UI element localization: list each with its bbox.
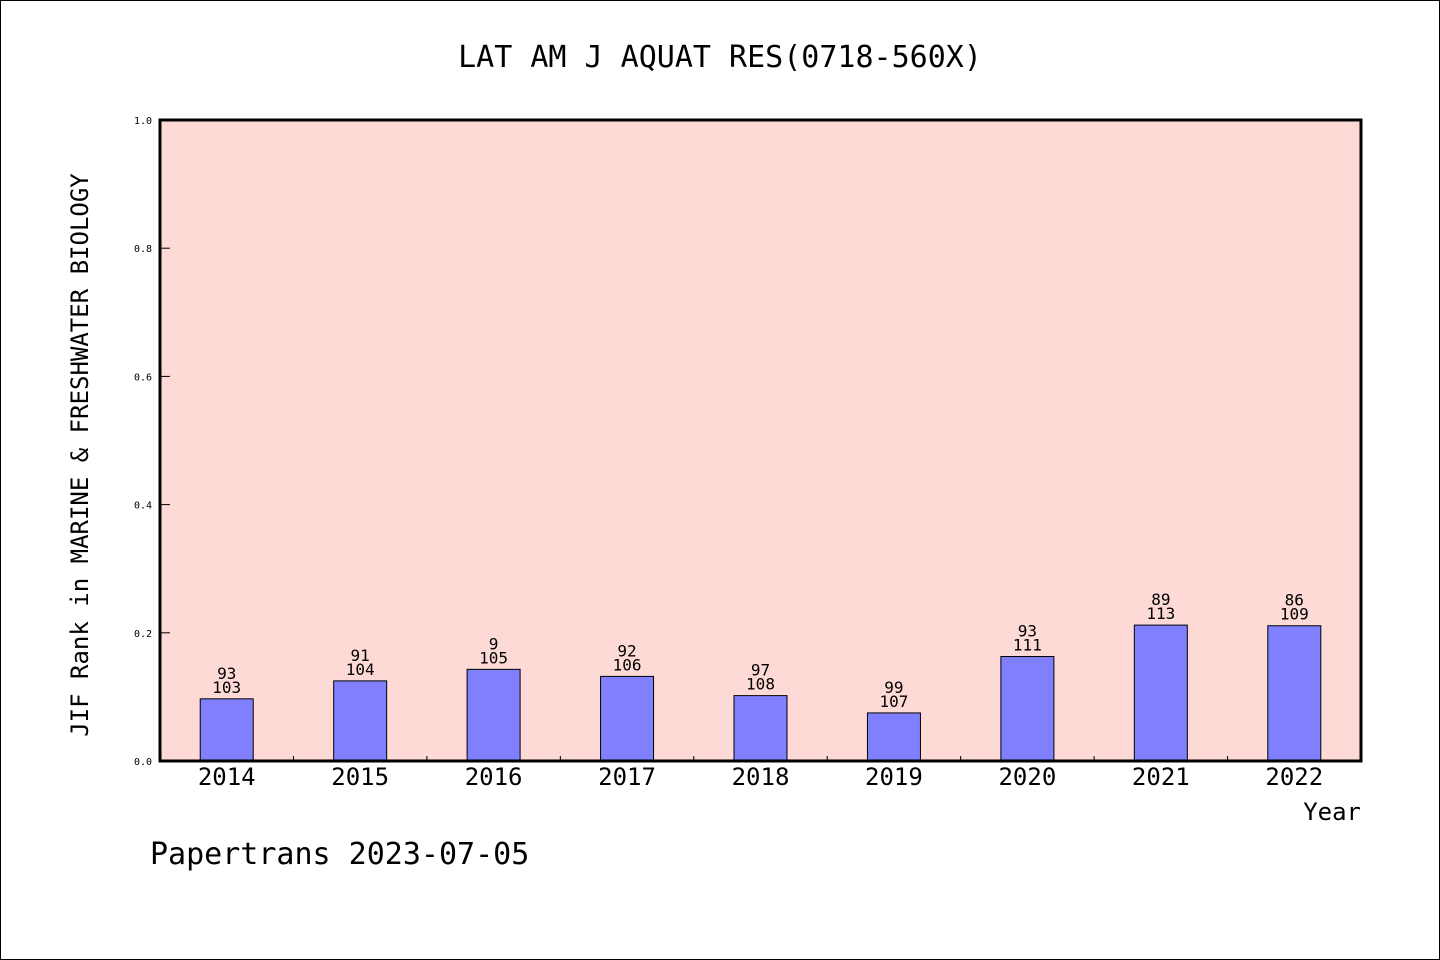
bar-label-bottom: 113 [1146, 604, 1175, 623]
y-tick-label: 0.2 [134, 629, 152, 640]
bar-2020 [1000, 656, 1055, 762]
bar-label-bottom: 107 [879, 692, 908, 711]
bar-2017 [600, 675, 655, 762]
bar-label-top: 9 [489, 634, 499, 653]
bar-label-top: 93 [217, 664, 236, 683]
bar-label-bottom: 108 [746, 675, 775, 694]
x-tick-label: 2020 [998, 763, 1056, 791]
bar-label-bottom: 111 [1013, 636, 1042, 655]
y-tick-label: 0.8 [134, 244, 152, 255]
bar-label-bottom: 109 [1280, 605, 1309, 624]
x-tick-label: 2022 [1265, 763, 1323, 791]
bar-2014 [199, 698, 254, 762]
y-tick-label: 0.4 [134, 501, 152, 512]
plot-border [158, 118, 1363, 763]
bar-label-top: 89 [1151, 590, 1170, 609]
bars [199, 624, 1322, 762]
x-tick-label: 2019 [865, 763, 923, 791]
x-tick-label: 2015 [331, 763, 389, 791]
bar-label-top: 92 [617, 641, 636, 660]
y-tick-label: 1.0 [134, 116, 152, 127]
x-tick-label: 2014 [198, 763, 256, 791]
bar-label-top: 97 [751, 661, 770, 680]
bar-label-bottom: 104 [346, 660, 375, 679]
y-axis: 0.0 0.2 0.4 0.6 0.8 1.0 [134, 116, 170, 768]
bar-label-top: 99 [884, 678, 903, 697]
bar-label-bottom: 103 [212, 678, 241, 697]
bar-label-top: 93 [1018, 622, 1037, 641]
footer-text: Papertrans 2023-07-05 [150, 837, 529, 872]
bar-label-bottom: 106 [613, 655, 642, 674]
bar-2018 [733, 695, 788, 762]
bar-2021 [1133, 624, 1188, 762]
bar-label-top: 86 [1285, 591, 1304, 610]
y-tick-label: 0.0 [134, 757, 152, 768]
bar-2019 [866, 712, 921, 762]
bar-2022 [1267, 625, 1322, 762]
x-tick-label: 2016 [465, 763, 523, 791]
bar-label-top: 91 [351, 646, 370, 665]
bar-2015 [333, 680, 388, 762]
bar-2016 [466, 668, 521, 762]
bar-label-bottom: 105 [479, 648, 508, 667]
x-tick-label: 2018 [732, 763, 790, 791]
y-tick-label: 0.6 [134, 372, 152, 383]
chart-title: LAT AM J AQUAT RES(0718-560X) [458, 40, 982, 75]
x-tick-label: 2017 [598, 763, 656, 791]
y-axis-label: JIF Rank in MARINE & FRESHWATER BIOLOGY [66, 173, 94, 737]
x-tick-label: 2021 [1132, 763, 1190, 791]
x-axis-label: Year [1303, 798, 1361, 826]
x-axis: 2014 2015 2016 2017 2018 2019 2020 2021 2022 [198, 756, 1323, 791]
